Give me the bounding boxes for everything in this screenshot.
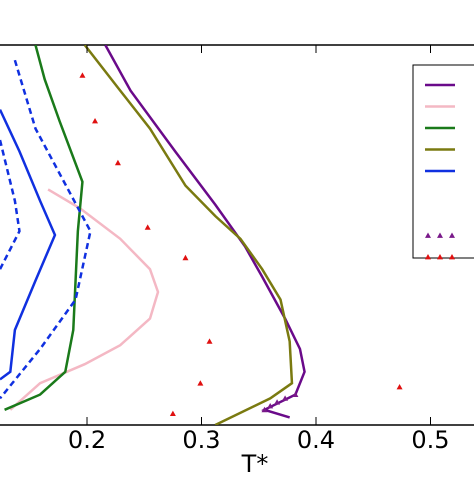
legend-marker [449, 254, 455, 260]
x-tick-label: 0.3 [182, 426, 220, 454]
plot-area [0, 45, 403, 425]
data-point [396, 384, 403, 390]
data-line [9, 188, 160, 411]
data-point [267, 403, 274, 409]
x-tick-label: 0.4 [297, 426, 335, 454]
x-tick-label: 0.2 [68, 426, 106, 454]
data-point [79, 72, 86, 78]
legend-marker [425, 254, 431, 260]
data-point [292, 391, 299, 397]
data-line [0, 59, 92, 400]
data-point [261, 406, 268, 413]
x-tick-label: 0.5 [411, 426, 449, 454]
data-point [169, 410, 176, 416]
data-line [0, 139, 21, 270]
data-line [0, 109, 57, 381]
legend-box [412, 64, 474, 259]
data-point [282, 395, 289, 401]
data-point [182, 254, 189, 261]
legend-marker [437, 232, 443, 238]
legend-marker [437, 254, 443, 260]
data-point [197, 380, 204, 386]
data-point [114, 159, 121, 166]
legend-marker [425, 232, 431, 238]
data-point [206, 338, 213, 344]
data-point [144, 224, 151, 230]
legend-marker [449, 232, 455, 238]
data-point [92, 118, 99, 124]
x-axis-label: T* [241, 450, 269, 474]
data-line [104, 45, 306, 419]
data-line [83, 45, 294, 425]
data-point [274, 399, 281, 405]
data-line [4, 45, 84, 411]
